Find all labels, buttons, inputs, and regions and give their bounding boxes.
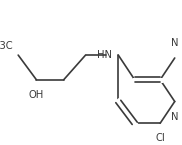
Text: OH: OH <box>29 90 44 100</box>
Text: N: N <box>171 112 179 122</box>
Text: H3C: H3C <box>0 41 13 51</box>
Text: HN: HN <box>97 50 112 60</box>
Text: N: N <box>171 38 179 48</box>
Text: Cl: Cl <box>155 133 165 143</box>
